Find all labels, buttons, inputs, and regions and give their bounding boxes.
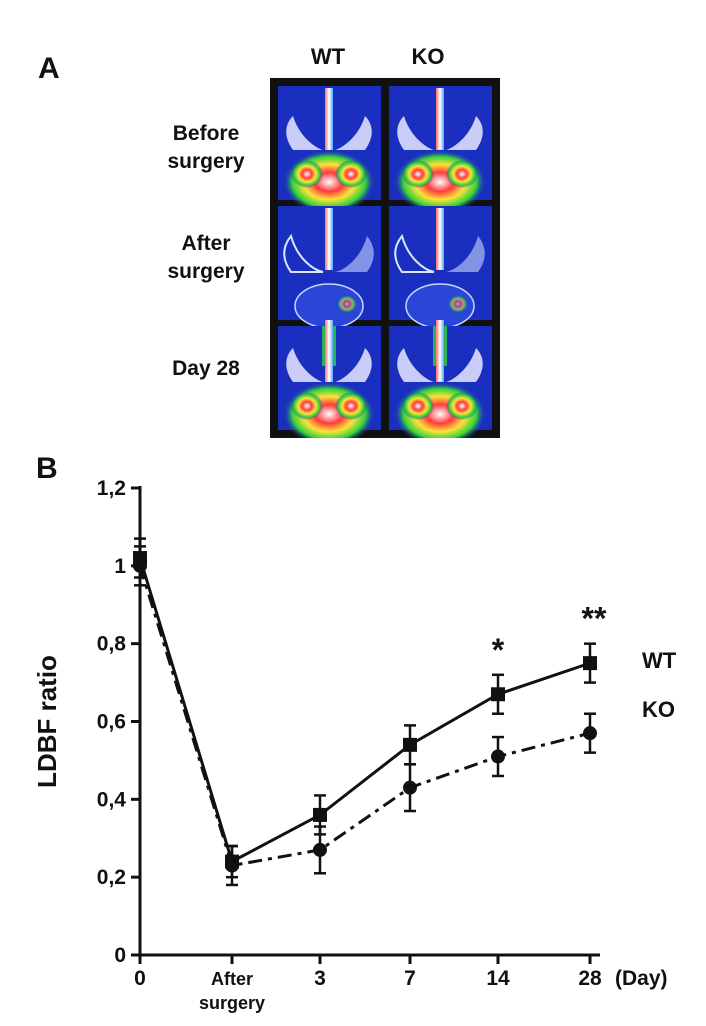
series-line-wt bbox=[138, 557, 591, 864]
row-label-line: Before bbox=[172, 122, 240, 145]
image-wt-before bbox=[278, 86, 381, 214]
y-tick-label: 0 bbox=[114, 944, 126, 967]
row-label-after-surgery: After surgery bbox=[150, 230, 262, 286]
row-label-line: Day 28 bbox=[172, 357, 240, 380]
y-tick-label: 0,4 bbox=[97, 788, 127, 811]
image-ko-after bbox=[389, 206, 492, 329]
x-tick-label: 14 bbox=[486, 967, 510, 990]
series-label-ko: KO bbox=[642, 697, 675, 722]
data-point-ko bbox=[133, 558, 147, 573]
image-wt-day28 bbox=[278, 320, 381, 438]
y-tick-label: 0,8 bbox=[97, 633, 127, 656]
image-ko-day28 bbox=[389, 320, 492, 438]
x-tick-label: 0 bbox=[134, 967, 146, 990]
significance-marker: ** bbox=[582, 601, 607, 637]
data-point-wt bbox=[583, 656, 597, 671]
data-point-ko bbox=[403, 780, 417, 795]
image-ko-before bbox=[389, 86, 492, 214]
panel-a-label: A bbox=[38, 52, 60, 85]
row-label-line: surgery bbox=[167, 260, 245, 283]
x-tick-label: surgery bbox=[199, 993, 265, 1013]
x-tick-label: 28 bbox=[578, 967, 602, 990]
chart-labels: 0 0,2 0,4 0,6 0,8 1 1,2 0 After surgery 3 7 14 28 (Day… bbox=[32, 477, 677, 1013]
ldbf-line-chart: 0 0,2 0,4 0,6 0,8 1 1,2 0 After surgery 3 7 14 28 (Day… bbox=[32, 477, 677, 1013]
data-point-ko bbox=[313, 842, 327, 857]
column-header-wt: WT bbox=[310, 44, 346, 69]
data-point-ko bbox=[583, 726, 597, 741]
x-tick-label: After bbox=[211, 969, 253, 989]
laser-doppler-image-grid bbox=[270, 78, 500, 438]
panel-b-label: B bbox=[36, 452, 58, 485]
significance-marker: * bbox=[492, 632, 505, 668]
image-wt-after bbox=[278, 206, 381, 329]
x-axis-unit: (Day) bbox=[615, 967, 668, 990]
data-point-wt bbox=[313, 807, 327, 822]
y-tick-label: 0,6 bbox=[97, 711, 126, 734]
y-tick-label: 1,2 bbox=[97, 477, 126, 500]
x-tick-label: 3 bbox=[314, 967, 326, 990]
series-label-wt: WT bbox=[642, 648, 677, 673]
data-point-wt bbox=[491, 687, 505, 702]
data-point-ko bbox=[491, 749, 505, 764]
row-label-before-surgery: Before surgery bbox=[150, 120, 262, 176]
chart-axes bbox=[131, 486, 600, 964]
y-tick-label: 1 bbox=[114, 555, 126, 578]
row-label-line: surgery bbox=[167, 150, 245, 173]
y-tick-label: 0,2 bbox=[97, 866, 126, 889]
data-point-wt bbox=[403, 737, 417, 752]
x-tick-label: 7 bbox=[404, 967, 416, 990]
row-label-day-28: Day 28 bbox=[150, 355, 262, 383]
y-axis-label: LDBF ratio bbox=[32, 655, 62, 788]
chart-series bbox=[133, 537, 597, 887]
data-point-ko bbox=[225, 858, 239, 873]
series-line-ko bbox=[138, 565, 591, 868]
row-label-line: After bbox=[181, 232, 231, 255]
column-header-ko: KO bbox=[411, 44, 445, 69]
